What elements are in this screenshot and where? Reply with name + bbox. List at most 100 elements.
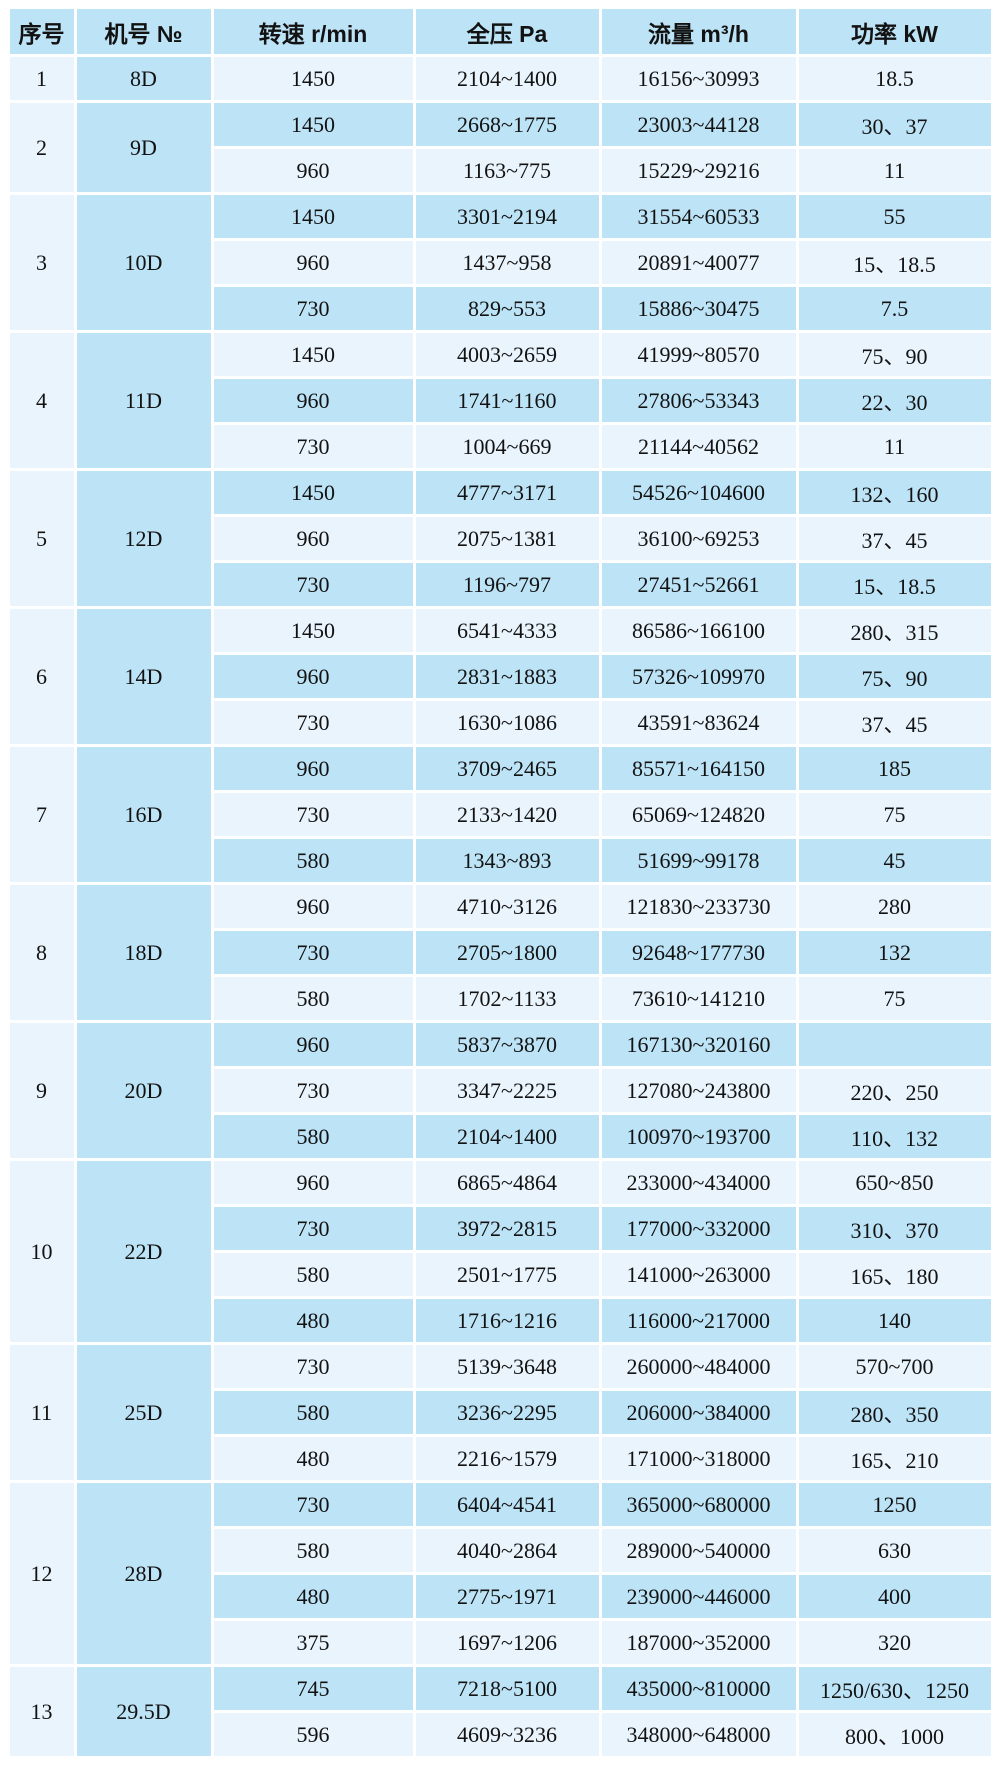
flow-cell: 141000~263000 xyxy=(601,1253,796,1296)
serial-cell: 5 xyxy=(9,471,74,606)
col-header-model: 机号 № xyxy=(76,9,211,54)
power-cell: 75、90 xyxy=(798,655,991,698)
power-cell: 650~850 xyxy=(798,1161,991,1204)
table-row: 580 2501~1775 141000~263000 165、180 xyxy=(10,1253,991,1296)
flow-cell: 206000~384000 xyxy=(601,1391,796,1434)
power-cell: 630 xyxy=(798,1529,991,1572)
model-cell: 10D xyxy=(76,195,211,330)
pressure-cell: 6865~4864 xyxy=(415,1161,599,1204)
pressure-cell: 5837~3870 xyxy=(415,1023,599,1066)
pressure-cell: 3972~2815 xyxy=(415,1207,599,1250)
power-cell xyxy=(798,1023,991,1066)
power-cell: 1250/630、1250 xyxy=(798,1667,991,1710)
table-row: 375 1697~1206 187000~352000 320 xyxy=(10,1621,991,1664)
speed-cell: 580 xyxy=(213,1253,413,1296)
table-row: 1 8D 1450 2104~1400 16156~30993 18.5 xyxy=(9,57,991,100)
table-row: 480 1716~1216 116000~217000 140 xyxy=(10,1299,991,1342)
power-cell: 22、30 xyxy=(798,379,991,422)
speed-cell: 960 xyxy=(213,885,413,928)
speed-cell: 730 xyxy=(213,287,413,330)
flow-cell: 121830~233730 xyxy=(601,885,796,928)
speed-cell: 1450 xyxy=(213,471,413,514)
flow-cell: 239000~446000 xyxy=(601,1575,796,1618)
model-cell: 9D xyxy=(76,103,211,192)
speed-cell: 960 xyxy=(213,379,413,422)
col-header-power: 功率 kW xyxy=(798,9,991,54)
speed-cell: 730 xyxy=(213,425,413,468)
flow-cell: 73610~141210 xyxy=(601,977,796,1020)
flow-cell: 85571~164150 xyxy=(601,747,796,790)
power-cell: 110、132 xyxy=(798,1115,991,1158)
pressure-cell: 7218~5100 xyxy=(415,1667,599,1710)
flow-cell: 41999~80570 xyxy=(601,333,796,376)
table-row: 730 3972~2815 177000~332000 310、370 xyxy=(10,1207,991,1250)
serial-cell: 1 xyxy=(9,57,74,100)
serial-cell: 11 xyxy=(9,1345,74,1480)
speed-cell: 1450 xyxy=(213,609,413,652)
flow-cell: 233000~434000 xyxy=(601,1161,796,1204)
speed-cell: 960 xyxy=(213,517,413,560)
col-header-speed: 转速 r/min xyxy=(213,9,413,54)
model-cell: 12D xyxy=(76,471,211,606)
speed-cell: 730 xyxy=(213,701,413,744)
power-cell: 165、210 xyxy=(798,1437,991,1480)
pressure-cell: 2104~1400 xyxy=(415,1115,599,1158)
speed-cell: 480 xyxy=(213,1299,413,1342)
pressure-cell: 2501~1775 xyxy=(415,1253,599,1296)
pressure-cell: 3236~2295 xyxy=(415,1391,599,1434)
speed-cell: 730 xyxy=(213,1345,413,1388)
power-cell: 185 xyxy=(798,747,991,790)
speed-cell: 480 xyxy=(213,1575,413,1618)
pressure-cell: 2104~1400 xyxy=(415,57,599,100)
table-row: 12 28D 730 6404~4541 365000~680000 1250 xyxy=(9,1483,991,1664)
flow-cell: 21144~40562 xyxy=(601,425,796,468)
pressure-cell: 5139~3648 xyxy=(415,1345,599,1388)
speed-cell: 960 xyxy=(213,747,413,790)
table-row: 580 3236~2295 206000~384000 280、350 xyxy=(10,1391,991,1434)
pressure-cell: 1716~1216 xyxy=(415,1299,599,1342)
pressure-cell: 1437~958 xyxy=(415,241,599,284)
flow-cell: 86586~166100 xyxy=(601,609,796,652)
serial-cell: 7 xyxy=(9,747,74,882)
flow-cell: 57326~109970 xyxy=(601,655,796,698)
speed-cell: 745 xyxy=(213,1667,413,1710)
speed-cell: 375 xyxy=(213,1621,413,1664)
power-cell: 30、37 xyxy=(798,103,991,146)
table-row: 480 2216~1579 171000~318000 165、210 xyxy=(10,1437,991,1480)
pressure-cell: 3347~2225 xyxy=(415,1069,599,1112)
col-header-flow: 流量 m³/h xyxy=(601,9,796,54)
speed-cell: 480 xyxy=(213,1437,413,1480)
speed-cell: 730 xyxy=(213,931,413,974)
table-row: 730 3347~2225 127080~243800 220、250 xyxy=(10,1069,991,1112)
flow-cell: 127080~243800 xyxy=(601,1069,796,1112)
power-cell: 220、250 xyxy=(798,1069,991,1112)
pressure-cell: 6404~4541 xyxy=(415,1483,599,1526)
pressure-cell: 3709~2465 xyxy=(415,747,599,790)
flow-cell: 15229~29216 xyxy=(601,149,796,192)
pressure-cell: 1702~1133 xyxy=(415,977,599,1020)
serial-cell: 9 xyxy=(9,1023,74,1158)
table-row: 596 4609~3236 348000~648000 800、1000 xyxy=(10,1713,991,1756)
power-cell: 570~700 xyxy=(798,1345,991,1388)
pressure-cell: 1630~1086 xyxy=(415,701,599,744)
power-cell: 310、370 xyxy=(798,1207,991,1250)
pressure-cell: 1741~1160 xyxy=(415,379,599,422)
table-row: 580 1343~893 51699~99178 45 xyxy=(10,839,991,882)
table-row: 730 1004~669 21144~40562 11 xyxy=(10,425,991,468)
header-row: 序号 机号 № 转速 r/min 全压 Pa 流量 m³/h 功率 kW xyxy=(9,9,991,54)
flow-cell: 260000~484000 xyxy=(601,1345,796,1388)
flow-cell: 365000~680000 xyxy=(601,1483,796,1526)
pressure-cell: 6541~4333 xyxy=(415,609,599,652)
flow-cell: 31554~60533 xyxy=(601,195,796,238)
model-cell: 16D xyxy=(76,747,211,882)
power-cell: 280 xyxy=(798,885,991,928)
pressure-cell: 1343~893 xyxy=(415,839,599,882)
pressure-cell: 1697~1206 xyxy=(415,1621,599,1664)
power-cell: 75 xyxy=(798,977,991,1020)
speed-cell: 1450 xyxy=(213,57,413,100)
pressure-cell: 4003~2659 xyxy=(415,333,599,376)
flow-cell: 15886~30475 xyxy=(601,287,796,330)
table-body: 1 8D 1450 2104~1400 16156~30993 18.5 2 9D 1450 26… xyxy=(9,57,991,1756)
flow-cell: 187000~352000 xyxy=(601,1621,796,1664)
power-cell: 11 xyxy=(798,149,991,192)
